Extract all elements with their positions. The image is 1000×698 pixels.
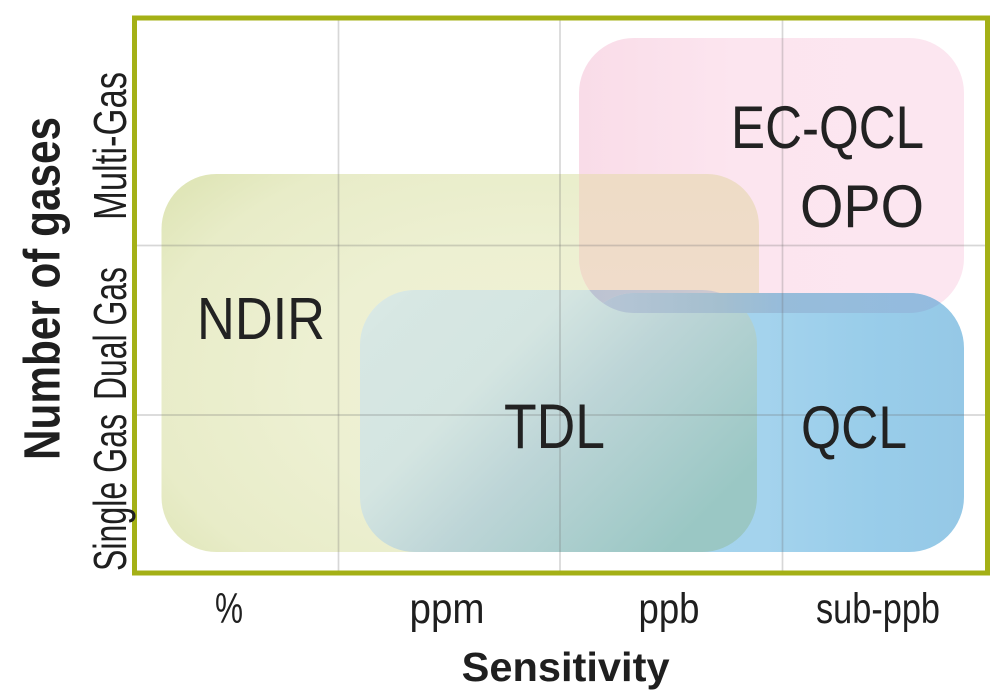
svg-text:sub-ppb: sub-ppb	[816, 585, 940, 633]
svg-text:ppm: ppm	[410, 585, 485, 633]
svg-text:QCL: QCL	[801, 394, 907, 461]
svg-text:Sensitivity: Sensitivity	[462, 644, 670, 690]
svg-text:Single Gas: Single Gas	[84, 414, 136, 571]
svg-text:EC-QCL: EC-QCL	[731, 94, 924, 161]
svg-text:Multi-Gas: Multi-Gas	[84, 72, 136, 220]
svg-text:ppb: ppb	[639, 585, 700, 633]
svg-text:Dual Gas: Dual Gas	[84, 267, 136, 400]
svg-text:%: %	[215, 585, 243, 633]
svg-text:NDIR: NDIR	[197, 286, 325, 352]
svg-text:OPO: OPO	[800, 173, 924, 240]
svg-text:TDL: TDL	[504, 392, 605, 462]
svg-text:Number of gases: Number of gases	[14, 117, 71, 460]
